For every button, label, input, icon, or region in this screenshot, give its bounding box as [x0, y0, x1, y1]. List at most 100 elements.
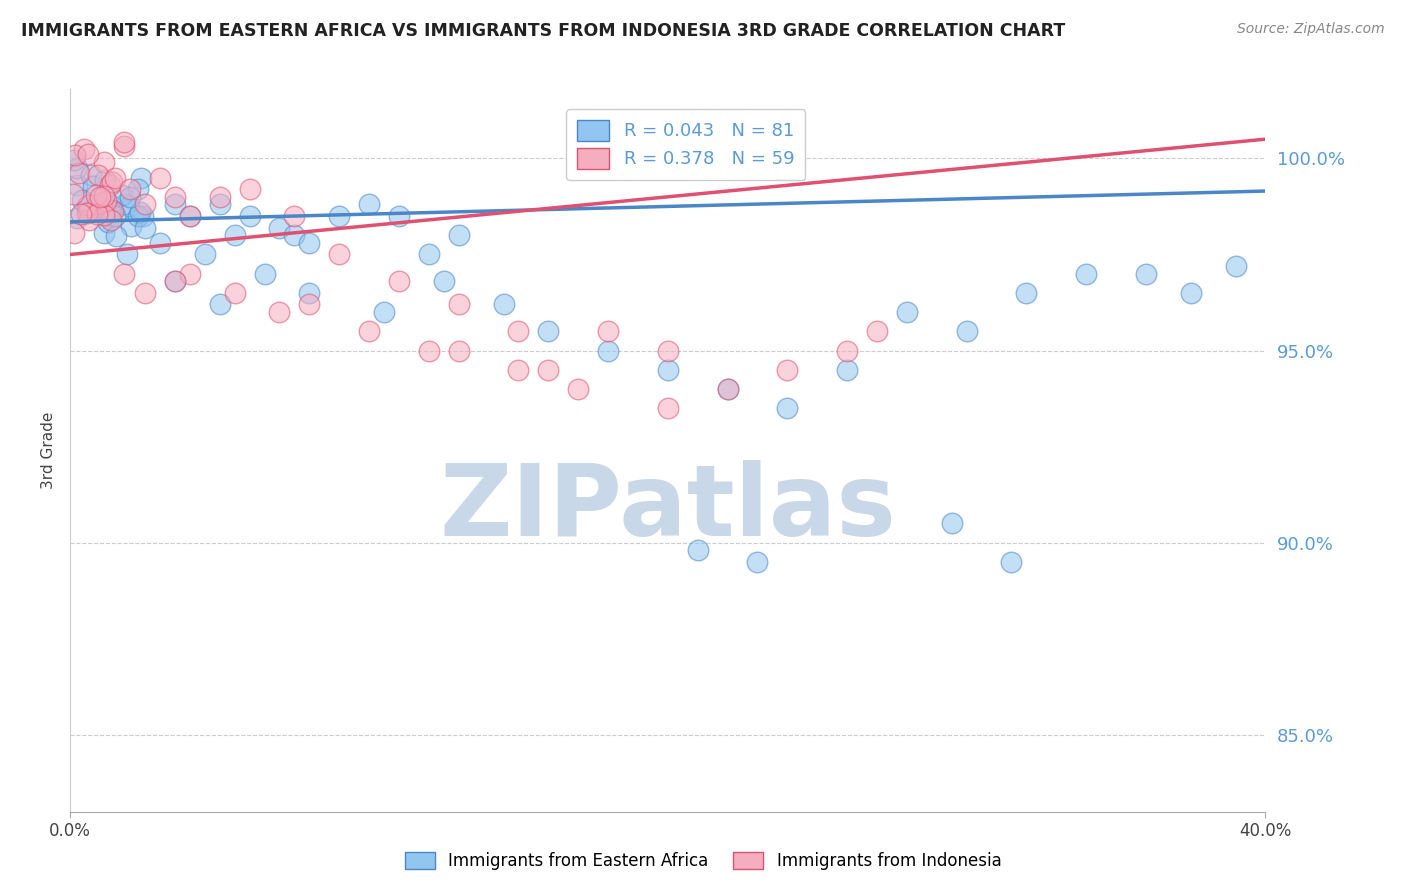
Point — [328, 209, 350, 223]
Point — [956, 324, 979, 338]
Point — [112, 267, 135, 281]
Point — [120, 219, 142, 233]
Point — [269, 220, 291, 235]
Point — [149, 235, 172, 250]
Point — [67, 166, 90, 180]
Point — [686, 543, 709, 558]
Point — [239, 209, 262, 223]
Point — [447, 297, 470, 311]
Point — [90, 195, 112, 210]
Point — [93, 155, 115, 169]
Point — [101, 204, 124, 219]
Point — [359, 324, 381, 338]
Point — [598, 343, 620, 358]
Point — [114, 196, 136, 211]
Point — [537, 324, 560, 338]
Point — [96, 194, 118, 208]
Point — [269, 305, 291, 319]
Text: ZIPatlas: ZIPatlas — [440, 459, 896, 557]
Point — [97, 215, 120, 229]
Point — [87, 168, 110, 182]
Point — [115, 247, 138, 261]
Text: IMMIGRANTS FROM EASTERN AFRICA VS IMMIGRANTS FROM INDONESIA 3RD GRADE CORRELATIO: IMMIGRANTS FROM EASTERN AFRICA VS IMMIGR… — [21, 22, 1066, 40]
Point — [388, 209, 411, 223]
Point — [239, 182, 262, 196]
Point — [86, 196, 108, 211]
Point — [717, 382, 740, 396]
Point — [447, 228, 470, 243]
Point — [127, 209, 149, 223]
Point — [896, 305, 918, 319]
Point — [84, 188, 107, 202]
Point — [76, 205, 98, 219]
Point — [77, 213, 100, 227]
Point — [328, 247, 350, 261]
Point — [82, 179, 104, 194]
Point — [89, 190, 111, 204]
Point — [89, 201, 111, 215]
Point — [298, 285, 321, 300]
Point — [104, 209, 127, 223]
Point — [80, 168, 103, 182]
Point — [866, 324, 889, 338]
Point — [717, 382, 740, 396]
Point — [1000, 555, 1022, 569]
Point — [118, 199, 141, 213]
Point — [208, 297, 231, 311]
Point — [98, 204, 121, 219]
Point — [179, 267, 201, 281]
Point — [837, 343, 859, 358]
Point — [776, 401, 799, 416]
Point — [70, 193, 93, 207]
Point — [508, 324, 530, 338]
Point — [1076, 267, 1098, 281]
Point — [94, 173, 117, 187]
Point — [86, 206, 108, 220]
Point — [77, 146, 100, 161]
Point — [132, 209, 155, 223]
Point — [657, 343, 679, 358]
Point — [134, 220, 156, 235]
Point — [131, 170, 153, 185]
Point — [134, 285, 156, 300]
Point — [179, 209, 201, 223]
Point — [77, 203, 100, 218]
Point — [163, 197, 186, 211]
Point — [1225, 259, 1247, 273]
Point — [298, 297, 321, 311]
Point — [63, 148, 86, 162]
Point — [62, 227, 84, 241]
Point — [129, 204, 152, 219]
Point — [101, 175, 124, 189]
Point — [537, 363, 560, 377]
Point — [62, 187, 84, 202]
Point — [110, 188, 132, 202]
Point — [837, 363, 859, 377]
Point — [224, 285, 246, 300]
Point — [62, 153, 84, 168]
Point — [97, 210, 120, 224]
Point — [77, 198, 100, 212]
Point — [163, 274, 186, 288]
Point — [163, 190, 186, 204]
Point — [373, 305, 395, 319]
Legend: Immigrants from Eastern Africa, Immigrants from Indonesia: Immigrants from Eastern Africa, Immigran… — [398, 845, 1008, 877]
Point — [104, 170, 127, 185]
Point — [66, 178, 89, 192]
Point — [112, 135, 135, 149]
Point — [224, 228, 246, 243]
Point — [112, 138, 135, 153]
Point — [359, 197, 381, 211]
Text: Source: ZipAtlas.com: Source: ZipAtlas.com — [1237, 22, 1385, 37]
Point — [134, 197, 156, 211]
Point — [776, 363, 799, 377]
Point — [101, 203, 124, 218]
Point — [1135, 267, 1157, 281]
Point — [73, 142, 96, 156]
Point — [208, 190, 231, 204]
Point — [567, 382, 589, 396]
Point — [447, 343, 470, 358]
Point — [747, 555, 769, 569]
Point — [418, 343, 440, 358]
Point — [120, 182, 141, 196]
